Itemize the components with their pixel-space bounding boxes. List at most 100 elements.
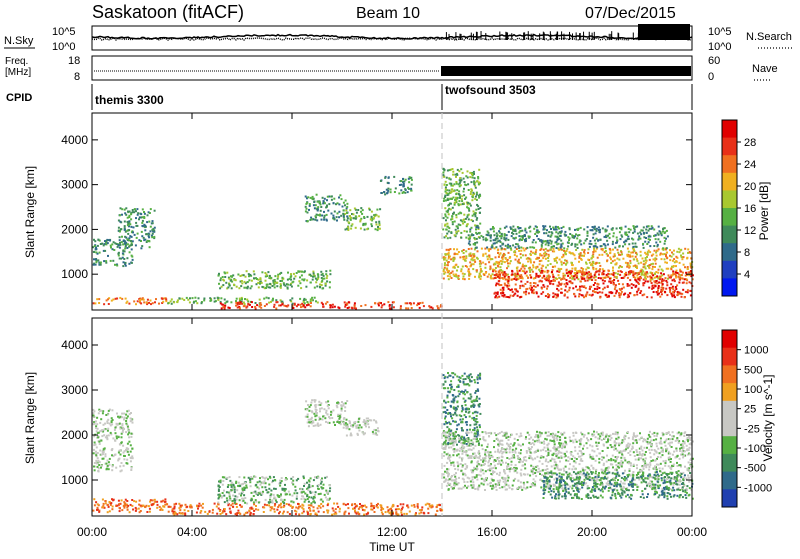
data-pixel bbox=[281, 477, 283, 479]
data-pixel bbox=[642, 440, 644, 442]
data-pixel bbox=[583, 242, 585, 244]
data-pixel bbox=[287, 287, 289, 289]
data-pixel bbox=[546, 242, 548, 244]
data-pixel bbox=[306, 482, 308, 484]
data-pixel bbox=[289, 278, 291, 280]
data-pixel bbox=[547, 235, 549, 237]
data-pixel bbox=[651, 273, 653, 275]
data-pixel bbox=[310, 305, 312, 307]
data-pixel bbox=[638, 262, 640, 264]
data-pixel bbox=[498, 256, 500, 258]
data-pixel bbox=[474, 213, 476, 215]
data-pixel bbox=[565, 286, 567, 288]
data-pixel bbox=[277, 301, 279, 303]
data-pixel bbox=[308, 421, 310, 423]
data-pixel bbox=[406, 302, 408, 304]
data-pixel bbox=[245, 276, 247, 278]
data-pixel bbox=[321, 407, 323, 409]
data-pixel bbox=[640, 262, 642, 264]
station-title: Saskatoon (fitACF) bbox=[92, 2, 244, 22]
data-pixel bbox=[241, 303, 243, 305]
data-pixel bbox=[96, 430, 98, 432]
data-pixel bbox=[138, 508, 140, 510]
data-pixel bbox=[393, 306, 395, 308]
data-pixel bbox=[664, 232, 666, 234]
data-pixel bbox=[109, 510, 111, 512]
data-pixel bbox=[311, 399, 313, 401]
data-pixel bbox=[388, 509, 390, 511]
data-pixel bbox=[328, 203, 330, 205]
data-pixel bbox=[289, 494, 291, 496]
data-pixel bbox=[256, 486, 258, 488]
data-pixel bbox=[684, 248, 686, 250]
data-pixel bbox=[370, 419, 372, 421]
data-pixel bbox=[628, 243, 630, 245]
data-pixel bbox=[574, 254, 576, 256]
data-pixel bbox=[371, 211, 373, 213]
data-pixel bbox=[136, 208, 138, 210]
data-pixel bbox=[192, 297, 194, 299]
data-pixel bbox=[128, 263, 130, 265]
data-pixel bbox=[265, 477, 267, 479]
data-pixel bbox=[329, 273, 331, 275]
data-pixel bbox=[462, 223, 464, 225]
data-pixel bbox=[591, 279, 593, 281]
data-pixel bbox=[625, 262, 627, 264]
data-pixel bbox=[366, 228, 368, 230]
data-pixel bbox=[214, 503, 216, 505]
data-pixel bbox=[472, 259, 474, 261]
data-pixel bbox=[461, 198, 463, 200]
data-pixel bbox=[475, 418, 477, 420]
data-pixel bbox=[304, 270, 306, 272]
data-pixel bbox=[133, 226, 135, 228]
data-pixel bbox=[473, 237, 475, 239]
data-pixel bbox=[150, 300, 152, 302]
data-pixel bbox=[336, 220, 338, 222]
data-pixel bbox=[306, 202, 308, 204]
data-pixel bbox=[326, 220, 328, 222]
data-pixel bbox=[324, 202, 326, 204]
data-pixel bbox=[109, 501, 111, 503]
data-pixel bbox=[666, 230, 668, 232]
data-pixel bbox=[653, 245, 655, 247]
data-pixel bbox=[464, 184, 466, 186]
data-pixel bbox=[319, 286, 321, 288]
data-pixel bbox=[301, 498, 303, 500]
data-pixel bbox=[402, 506, 404, 508]
data-pixel bbox=[475, 247, 477, 249]
data-pixel bbox=[659, 230, 661, 232]
data-pixel bbox=[130, 504, 132, 506]
data-pixel bbox=[306, 220, 308, 222]
data-pixel bbox=[458, 251, 460, 253]
data-pixel bbox=[500, 260, 502, 262]
data-pixel bbox=[310, 197, 312, 199]
data-pixel bbox=[99, 252, 101, 254]
data-pixel bbox=[329, 417, 331, 419]
data-pixel bbox=[290, 275, 292, 277]
data-pixel bbox=[499, 228, 501, 230]
data-pixel bbox=[451, 215, 453, 217]
data-pixel bbox=[305, 286, 307, 288]
data-pixel bbox=[583, 251, 585, 253]
data-pixel bbox=[613, 272, 615, 274]
data-pixel bbox=[501, 247, 503, 249]
data-pixel bbox=[592, 229, 594, 231]
data-pixel bbox=[501, 263, 503, 265]
data-pixel bbox=[230, 511, 232, 513]
data-pixel bbox=[650, 280, 652, 282]
data-pixel bbox=[360, 207, 362, 209]
data-pixel bbox=[617, 252, 619, 254]
data-pixel bbox=[314, 201, 316, 203]
data-pixel bbox=[663, 279, 665, 281]
data-pixel bbox=[311, 497, 313, 499]
data-pixel bbox=[468, 397, 470, 399]
data-pixel bbox=[459, 197, 461, 199]
data-pixel bbox=[282, 303, 284, 305]
data-pixel bbox=[119, 244, 121, 246]
data-pixel bbox=[150, 230, 152, 232]
data-pixel bbox=[495, 295, 497, 297]
data-pixel bbox=[355, 218, 357, 220]
data-pixel bbox=[110, 424, 112, 426]
data-pixel bbox=[96, 417, 98, 419]
data-pixel bbox=[551, 271, 553, 273]
